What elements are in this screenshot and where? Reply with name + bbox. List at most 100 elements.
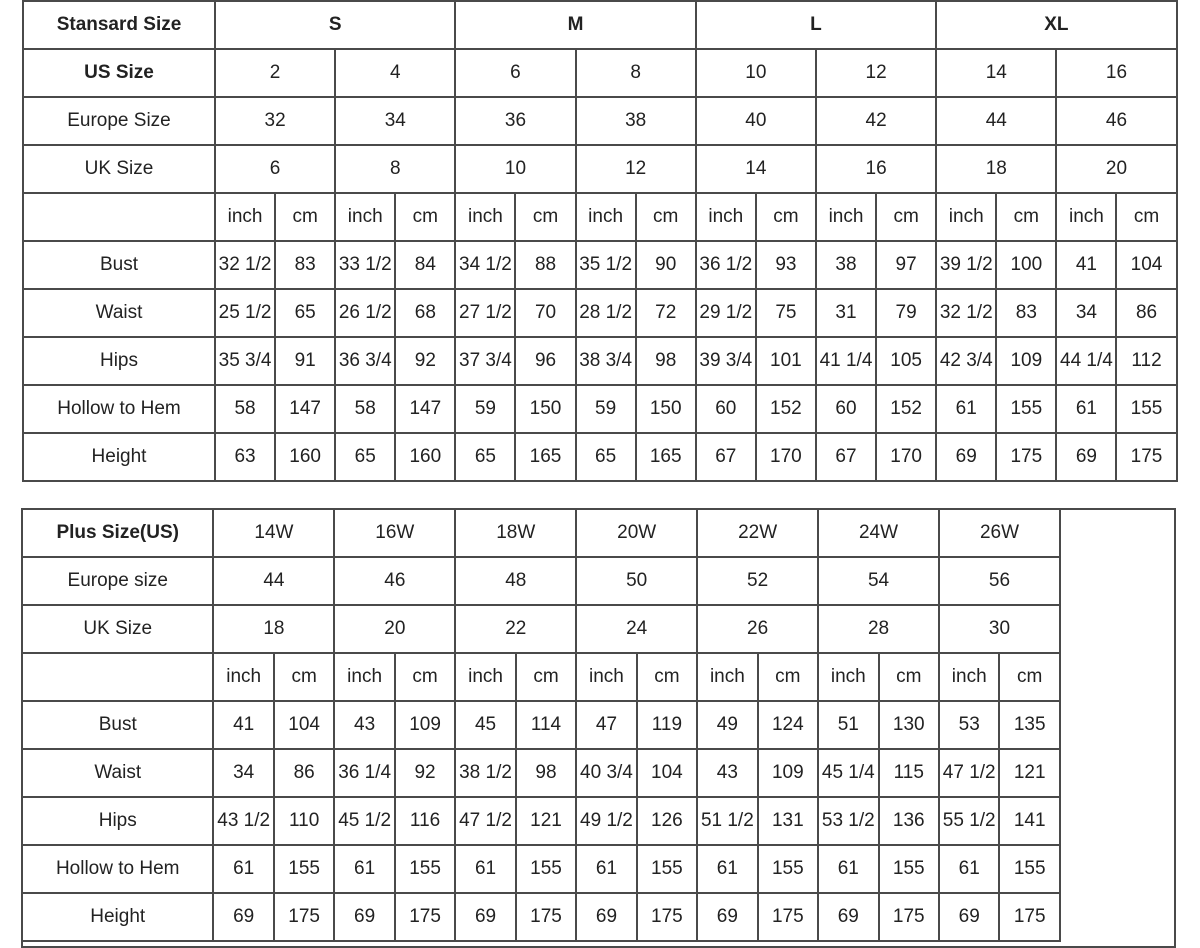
size-value: 36 bbox=[454, 96, 577, 146]
unit-inch: inch bbox=[696, 652, 759, 702]
measurement-value: 33 1/2 bbox=[334, 240, 397, 290]
measurement-value: 61 bbox=[935, 384, 998, 434]
row-label: UK Size bbox=[20, 604, 215, 654]
measurement-value: 92 bbox=[393, 748, 457, 798]
measurement-value: 121 bbox=[998, 748, 1061, 798]
size-conversion-row: Europe size 44 46 48 50 52 54 56 bbox=[20, 556, 1062, 606]
size-conversion-row: UK Size 18 20 22 24 26 28 30 bbox=[20, 604, 1062, 654]
measurement-value: 96 bbox=[514, 336, 577, 386]
measurement-value: 35 3/4 bbox=[213, 336, 277, 386]
measurement-value: 119 bbox=[635, 700, 699, 750]
measurement-value: 69 bbox=[1055, 432, 1118, 482]
row-label: Hollow to Hem bbox=[22, 384, 216, 434]
size-group-label: L bbox=[694, 0, 938, 50]
measurement-value: 130 bbox=[877, 700, 940, 750]
unit-inch: inch bbox=[935, 192, 998, 242]
unit-inch: inch bbox=[1055, 192, 1118, 242]
plus-size-label: 16W bbox=[333, 508, 457, 558]
measurement-value: 38 3/4 bbox=[574, 336, 637, 386]
unit-inch: inch bbox=[817, 652, 880, 702]
unit-cm: cm bbox=[393, 652, 457, 702]
measurement-value: 63 bbox=[213, 432, 277, 482]
measurement-value: 38 bbox=[814, 240, 878, 290]
measurement-value: 32 1/2 bbox=[935, 288, 998, 338]
measurement-value: 53 1/2 bbox=[817, 796, 880, 846]
unit-inch: inch bbox=[334, 192, 397, 242]
measurement-value: 165 bbox=[514, 432, 577, 482]
unit-cm: cm bbox=[877, 652, 940, 702]
measurement-value: 65 bbox=[334, 432, 397, 482]
measurement-value: 93 bbox=[754, 240, 817, 290]
measurement-row: Height 63 160 65 160 65 165 65 165 67 170 67 170 69 17… bbox=[22, 432, 1178, 482]
unit-cm: cm bbox=[998, 652, 1061, 702]
measurement-value: 45 1/4 bbox=[817, 748, 880, 798]
unit-inch: inch bbox=[694, 192, 757, 242]
measurement-value: 49 1/2 bbox=[575, 796, 638, 846]
measurement-row: Bust 32 1/2 83 33 1/2 84 34 1/2 88 35 1/2 90 36 1… bbox=[22, 240, 1178, 290]
empty-cell bbox=[20, 652, 215, 702]
unit-row: inch cm inch cm inch cm inch cm inch cm inch cm inch… bbox=[22, 192, 1178, 242]
measurement-value: 47 bbox=[575, 700, 638, 750]
row-label: Waist bbox=[20, 748, 215, 798]
measurement-value: 104 bbox=[635, 748, 699, 798]
unit-inch: inch bbox=[333, 652, 396, 702]
measurement-value: 51 bbox=[817, 700, 880, 750]
plus-size-chart: Plus Size(US) 14W 16W 18W 20W 22W 24W 26W Europe… bbox=[20, 508, 1062, 942]
measurement-row: Waist 34 86 36 1/4 92 38 1/2 98 40 3/4 104 43 109 4… bbox=[20, 748, 1061, 798]
measurement-value: 65 bbox=[574, 432, 637, 482]
measurement-value: 39 1/2 bbox=[935, 240, 998, 290]
measurement-value: 98 bbox=[634, 336, 697, 386]
measurement-value: 147 bbox=[394, 384, 457, 434]
measurement-value: 105 bbox=[875, 336, 938, 386]
plus-size-label: 26W bbox=[937, 508, 1062, 558]
unit-cm: cm bbox=[514, 652, 578, 702]
measurement-value: 155 bbox=[995, 384, 1058, 434]
measurement-value: 35 1/2 bbox=[574, 240, 637, 290]
size-value: 28 bbox=[817, 604, 940, 654]
measurement-value: 150 bbox=[634, 384, 697, 434]
measurement-value: 116 bbox=[393, 796, 457, 846]
measurement-value: 155 bbox=[998, 844, 1061, 894]
size-value: 10 bbox=[454, 144, 577, 194]
size-value: 12 bbox=[814, 48, 938, 98]
size-value: 56 bbox=[937, 556, 1062, 606]
measurement-value: 44 1/4 bbox=[1055, 336, 1118, 386]
measurement-row: Hips 43 1/2 110 45 1/2 116 47 1/2 121 49 1/2 126… bbox=[20, 796, 1061, 846]
unit-inch: inch bbox=[454, 192, 517, 242]
size-value: 16 bbox=[814, 144, 938, 194]
size-value: 20 bbox=[1055, 144, 1178, 194]
measurement-value: 160 bbox=[394, 432, 457, 482]
measurement-value: 79 bbox=[875, 288, 938, 338]
measurement-value: 101 bbox=[754, 336, 817, 386]
size-value: 2 bbox=[213, 48, 337, 98]
size-value: 6 bbox=[454, 48, 577, 98]
measurement-value: 98 bbox=[514, 748, 578, 798]
size-value: 22 bbox=[454, 604, 578, 654]
measurement-value: 175 bbox=[272, 892, 336, 942]
measurement-value: 41 1/4 bbox=[814, 336, 878, 386]
size-value: 54 bbox=[817, 556, 940, 606]
measurement-value: 69 bbox=[935, 432, 998, 482]
row-label: Waist bbox=[22, 288, 216, 338]
size-conversion-row: US Size 2 4 6 8 10 12 14 16 bbox=[22, 48, 1178, 98]
unit-cm: cm bbox=[634, 192, 697, 242]
measurement-value: 59 bbox=[454, 384, 517, 434]
measurement-value: 61 bbox=[333, 844, 396, 894]
size-value: 6 bbox=[213, 144, 337, 194]
measurement-value: 155 bbox=[877, 844, 940, 894]
unit-cm: cm bbox=[272, 652, 336, 702]
size-value: 52 bbox=[696, 556, 820, 606]
unit-cm: cm bbox=[754, 192, 817, 242]
row-label: Europe size bbox=[20, 556, 215, 606]
measurement-value: 40 3/4 bbox=[575, 748, 638, 798]
unit-cm: cm bbox=[274, 192, 337, 242]
measurement-value: 53 bbox=[937, 700, 1001, 750]
row-label: US Size bbox=[22, 48, 216, 98]
unit-cm: cm bbox=[995, 192, 1058, 242]
measurement-value: 37 3/4 bbox=[454, 336, 517, 386]
measurement-value: 160 bbox=[274, 432, 337, 482]
plus-size-label: 24W bbox=[817, 508, 940, 558]
measurement-value: 124 bbox=[756, 700, 820, 750]
measurement-value: 175 bbox=[1115, 432, 1178, 482]
measurement-row: Hollow to Hem 61 155 61 155 61 155 61 155 61 155 61… bbox=[20, 844, 1061, 894]
